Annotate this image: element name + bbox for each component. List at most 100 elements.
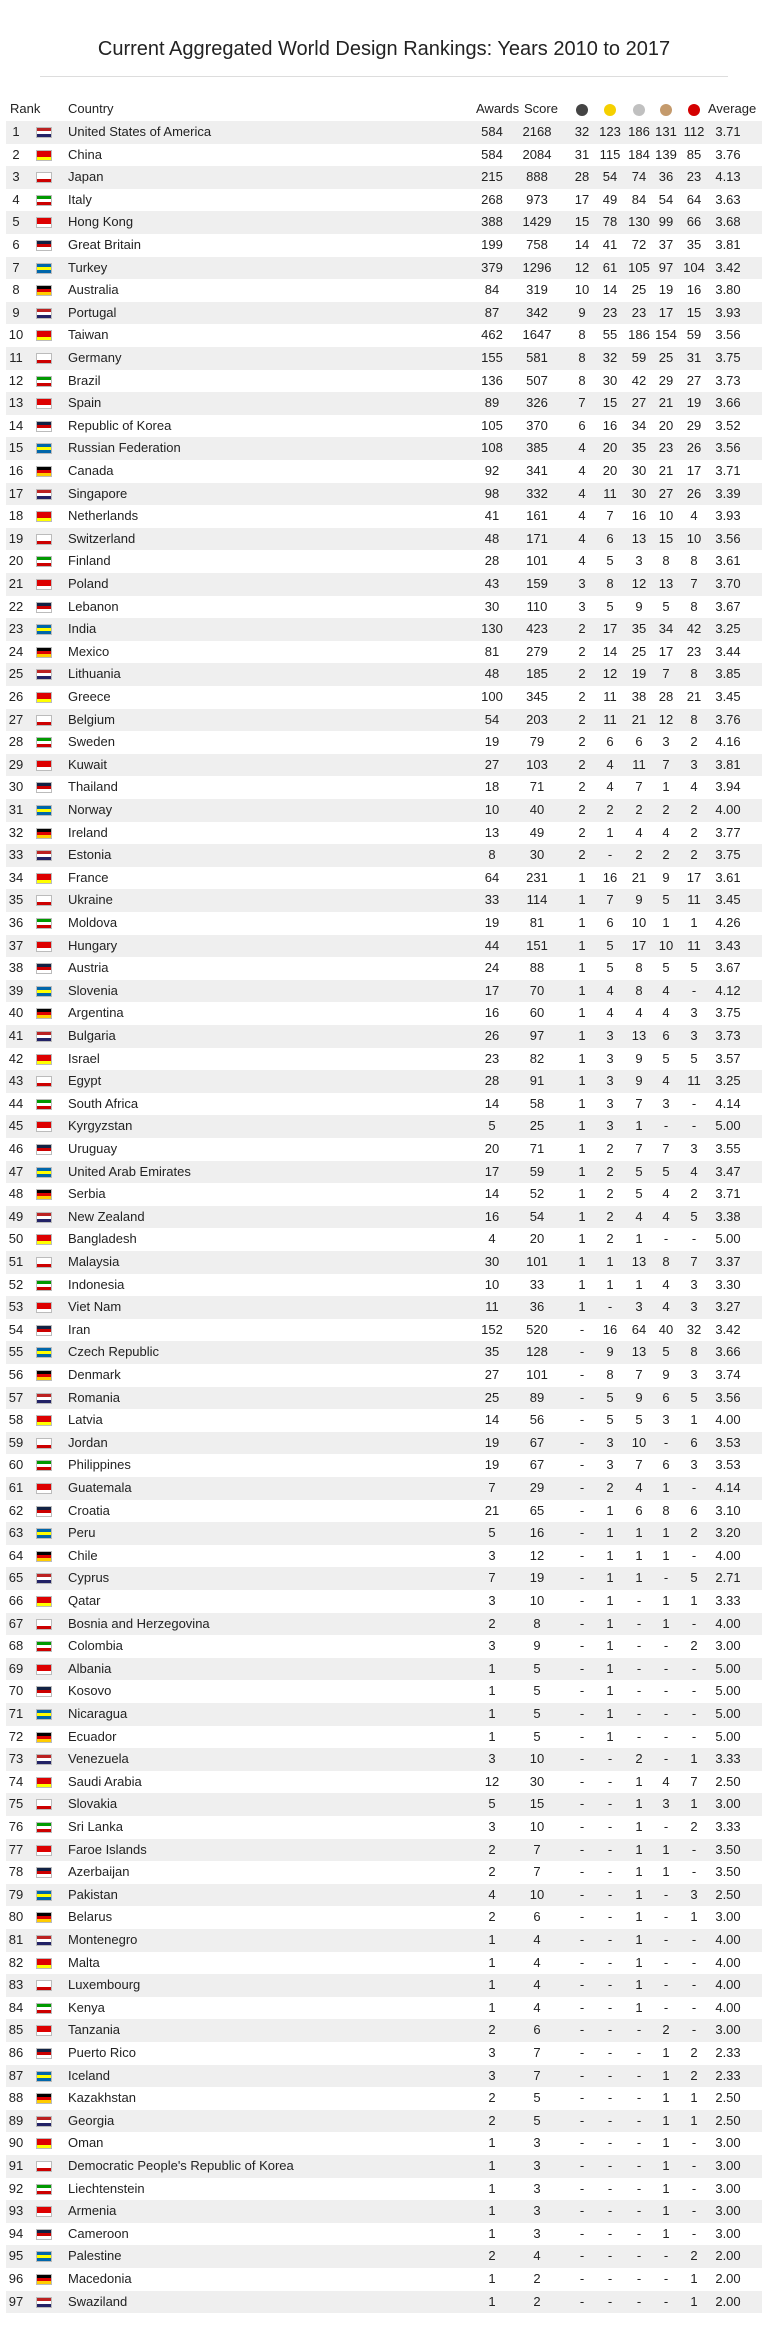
country-cell: Philippines	[68, 1457, 131, 1473]
bronze-cell: 3	[662, 734, 670, 750]
rank-cell: 54	[8, 1321, 24, 1337]
country-cell: Romania	[68, 1389, 121, 1405]
average-cell: 3.44	[715, 643, 741, 659]
iron-cell: 8	[690, 598, 698, 614]
gold-cell: 3	[606, 1434, 614, 1450]
rank-cell: 7	[12, 259, 20, 275]
table-row: 68 Colombia 3 9 - 1 - - 2 3.00	[6, 1635, 762, 1658]
silver-cell: -	[636, 2112, 642, 2128]
average-cell: 3.75	[715, 847, 741, 863]
bronze-cell: 6	[662, 1389, 670, 1405]
score-cell: 9	[533, 1638, 541, 1654]
gold-cell: -	[607, 1773, 613, 1789]
bronze-cell: 37	[658, 237, 674, 252]
iron-cell: -	[691, 982, 697, 998]
silver-cell: -	[636, 2225, 642, 2241]
table-row: 37 Hungary 44 151 1 5 17 10 11 3.43	[6, 934, 762, 958]
average-cell: 3.81	[715, 756, 741, 772]
score-cell: 7	[533, 2045, 541, 2060]
platinum-cell: -	[579, 1570, 585, 1586]
average-cell: 3.20	[715, 1525, 741, 1541]
bronze-cell: 25	[658, 350, 674, 365]
table-row: 14 Republic of Korea 105 370 6 16 34 20 29 3.52	[6, 415, 762, 438]
gold-cell: 7	[606, 892, 614, 908]
silver-cell: 1	[635, 1999, 643, 2015]
rank-cell: 97	[8, 2293, 24, 2309]
bronze-cell: -	[663, 1977, 669, 1993]
score-cell: 3	[533, 2158, 541, 2173]
rank-cell: 92	[8, 2180, 24, 2196]
silver-cell: 9	[635, 598, 643, 614]
country-cell: Singapore	[68, 485, 128, 501]
iron-cell: 31	[686, 350, 702, 365]
score-cell: 4	[533, 1999, 541, 2015]
iron-cell: 1	[690, 1909, 698, 1925]
average-cell: 3.61	[715, 553, 741, 569]
bronze-cell: -	[663, 1706, 669, 1721]
rank-cell: 82	[8, 1954, 24, 1970]
awards-cell: 1	[488, 2225, 496, 2241]
gold-cell: 5	[606, 937, 614, 953]
column-header: Awards	[476, 101, 520, 116]
rank-cell: 81	[8, 1932, 24, 1947]
gold-cell: -	[607, 2022, 613, 2038]
table-row: 48 Serbia 14 52 1 2 5 4 2 3.71	[6, 1183, 762, 1206]
score-cell: 67	[529, 1434, 545, 1450]
rank-cell: 9	[12, 304, 20, 320]
rank-cell: 31	[8, 802, 24, 817]
silver-cell: -	[636, 2271, 642, 2286]
bronze-cell: 8	[662, 1502, 670, 1518]
table-row: 74 Saudi Arabia 12 30 - - 1 4 7 2.50	[6, 1771, 762, 1794]
table-row: 24 Mexico 81 279 2 14 25 17 23 3.44	[6, 641, 762, 664]
iron-cell: -	[691, 1977, 697, 1993]
bronze-cell: 29	[658, 372, 674, 388]
awards-cell: 28	[484, 553, 500, 569]
awards-cell: 584	[481, 146, 503, 162]
bronze-cell: -	[663, 1434, 669, 1450]
silver-cell: 30	[631, 463, 647, 478]
gold-cell: -	[607, 1977, 613, 1993]
table-row: 71 Nicaragua 1 5 - 1 - - - 5.00	[6, 1703, 762, 1726]
average-cell: 2.00	[715, 2271, 741, 2286]
iron-cell: 7	[690, 1254, 698, 1269]
rank-cell: 3	[12, 169, 20, 185]
flag-icon	[36, 1822, 52, 1833]
iron-cell: -	[691, 1864, 697, 1880]
bronze-cell: 4	[662, 1005, 670, 1021]
platinum-cell: 1	[578, 1208, 586, 1224]
iron-cell: -	[691, 1615, 697, 1631]
bronze-cell: 1	[662, 2090, 670, 2106]
flag-icon	[36, 1709, 52, 1720]
gold-cell: -	[607, 1909, 613, 1925]
average-cell: 5.00	[715, 1706, 741, 1721]
gold-cell: 49	[602, 191, 618, 207]
iron-cell: 112	[683, 124, 705, 139]
awards-cell: 1	[488, 1999, 496, 2015]
average-cell: 2.50	[715, 1886, 741, 1902]
platinum-cell: 2	[578, 802, 586, 817]
country-cell: Lithuania	[68, 666, 121, 682]
awards-cell: 48	[484, 530, 500, 546]
awards-cell: 1	[488, 1954, 496, 1970]
flag-icon	[36, 1596, 52, 1607]
score-cell: 91	[529, 1073, 545, 1089]
platinum-cell: 1	[578, 1186, 586, 1202]
rank-cell: 16	[8, 463, 24, 478]
bronze-cell: 1	[662, 2135, 670, 2151]
rank-cell: 61	[8, 1480, 24, 1495]
iron-cell: -	[691, 2203, 697, 2219]
score-cell: 59	[529, 1163, 545, 1179]
awards-cell: 3	[488, 2067, 496, 2083]
gold-cell: 30	[602, 372, 618, 388]
rank-cell: 39	[8, 982, 24, 998]
awards-cell: 268	[481, 191, 503, 207]
awards-cell: 18	[484, 779, 500, 795]
silver-cell: -	[636, 1615, 642, 1631]
flag-icon	[36, 1053, 52, 1065]
flag-icon	[36, 737, 52, 749]
gold-cell: 78	[602, 214, 618, 230]
flag-icon	[36, 353, 52, 364]
silver-cell: 21	[631, 711, 647, 727]
bronze-cell: 4	[662, 1299, 670, 1315]
country-cell: Portugal	[68, 304, 117, 320]
